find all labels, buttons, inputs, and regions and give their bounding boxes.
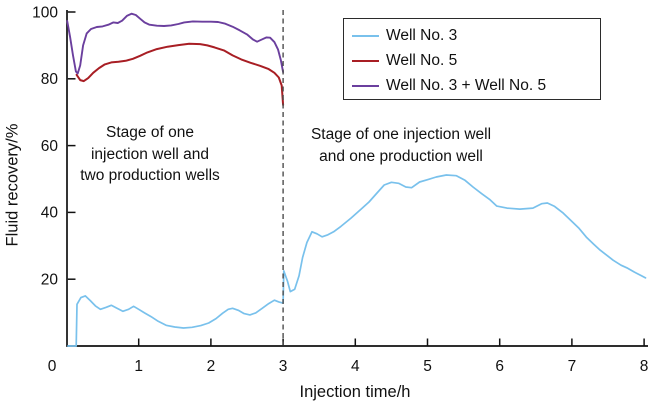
- legend-label: Well No. 3 + Well No. 5: [386, 77, 547, 95]
- stage1-annotation: Stage of one injection well and two prod…: [50, 122, 250, 187]
- stage2-annotation: Stage of one injection well and one prod…: [290, 124, 512, 167]
- legend-label: Well No. 5: [386, 51, 458, 69]
- stage1-annotation-line: injection well and: [90, 145, 210, 163]
- series-line-well-no-3: [67, 174, 647, 347]
- y-axis-label: Fluid recovery/%: [3, 123, 22, 247]
- stage2-annotation-line: and one production well: [319, 147, 483, 165]
- series-line-well-no-5: [75, 42, 285, 106]
- stage1-annotation-line: two production wells: [80, 167, 220, 184]
- legend-line-swatch-well5: [352, 59, 379, 62]
- x-tick-label: 8: [640, 358, 649, 375]
- x-tick-label: 4: [351, 358, 360, 375]
- x-tick-label: 5: [423, 358, 432, 375]
- y-tick-label: 40: [41, 205, 59, 222]
- x-tick-label: 1: [134, 358, 143, 375]
- legend-label: Well No. 3: [386, 26, 458, 44]
- legend-line-swatch-well3-plus-well5: [352, 85, 379, 88]
- y-tick-label: 100: [32, 4, 58, 21]
- y-tick-label: 60: [41, 138, 59, 155]
- legend-item-well5: Well No. 5: [344, 48, 600, 73]
- legend-box: Well No. 3 Well No. 5 Well No. 3 + Well …: [343, 18, 601, 100]
- y-tick-label: 20: [41, 272, 59, 289]
- x-axis-label: Injection time/h: [299, 383, 411, 401]
- series-line-well-no-3-well-no-5: [66, 12, 285, 75]
- x-tick-label: 3: [279, 358, 288, 375]
- legend-item-well3: Well No. 3: [344, 23, 600, 48]
- x-tick-label: 6: [495, 358, 504, 375]
- legend-item-well3-plus-well5: Well No. 3 + Well No. 5: [344, 74, 600, 99]
- y-tick-label: 80: [41, 71, 59, 88]
- legend-line-swatch-well3: [352, 34, 379, 37]
- x-tick-label: 7: [568, 358, 577, 375]
- x-tick-label: 2: [207, 358, 216, 375]
- stage2-annotation-line: Stage of one injection well: [310, 126, 492, 143]
- stage1-annotation-line: Stage of one: [106, 124, 194, 141]
- origin-tick-label: 0: [48, 358, 57, 375]
- axis-frame: [66, 10, 648, 347]
